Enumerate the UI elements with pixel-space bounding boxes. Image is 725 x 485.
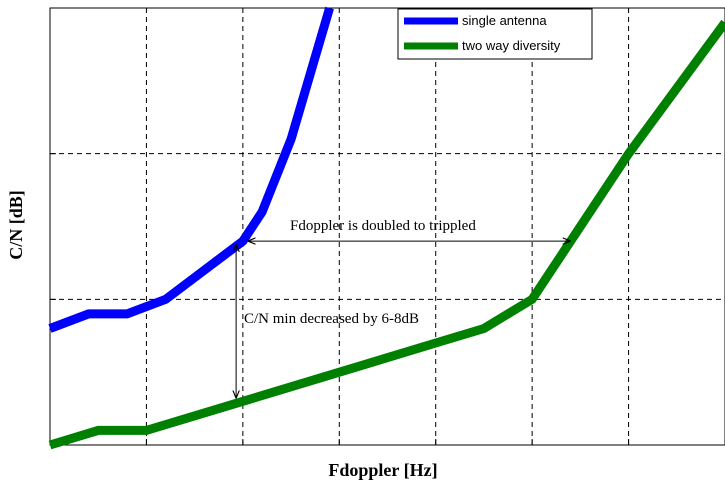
axis-ticks: [50, 153, 630, 445]
x-axis-label: Fdoppler [Hz]: [328, 460, 437, 480]
series-line-two-way-diversity: [48, 19, 725, 450]
series-group: [48, 6, 725, 450]
legend-label-two-way-diversity: two way diversity: [462, 38, 561, 53]
plot-frame: [49, 7, 725, 446]
legend-box: [397, 8, 593, 60]
annotations-group: Fdoppler is doubled to trippled C/N min d…: [236, 218, 571, 399]
cn-annotation: C/N min decreased by 6-8dB: [244, 311, 419, 327]
y-axis-label: C/N [dB]: [6, 190, 26, 260]
legend-label-single-antenna: single antenna: [462, 13, 547, 28]
legend: single antenna two way diversity: [397, 8, 593, 60]
doppler-annotation: Fdoppler is doubled to trippled: [290, 218, 476, 234]
series-line-single-antenna: [48, 6, 334, 333]
